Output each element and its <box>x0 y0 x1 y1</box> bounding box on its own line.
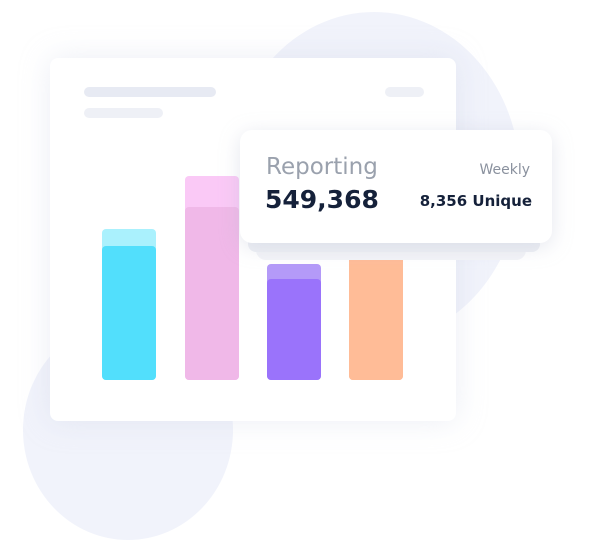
placeholder-line <box>84 87 216 97</box>
unique-count: 8,356 Unique <box>419 192 532 210</box>
bar-orange <box>349 248 403 380</box>
report-total: 549,368 <box>265 185 379 214</box>
bar-purple <box>267 264 321 380</box>
bar-fill <box>185 207 239 380</box>
placeholder-line <box>385 87 424 97</box>
bar-pink <box>185 176 239 380</box>
reporting-card: Reporting 549,368 Weekly 8,356 Unique <box>240 130 552 243</box>
bar-fill <box>267 279 321 380</box>
card-title: Reporting <box>266 154 378 180</box>
period-label: Weekly <box>479 162 530 178</box>
placeholder-line <box>84 108 163 118</box>
bar-fill <box>102 246 156 380</box>
bar-fill <box>349 248 403 380</box>
bar-cyan <box>102 229 156 380</box>
